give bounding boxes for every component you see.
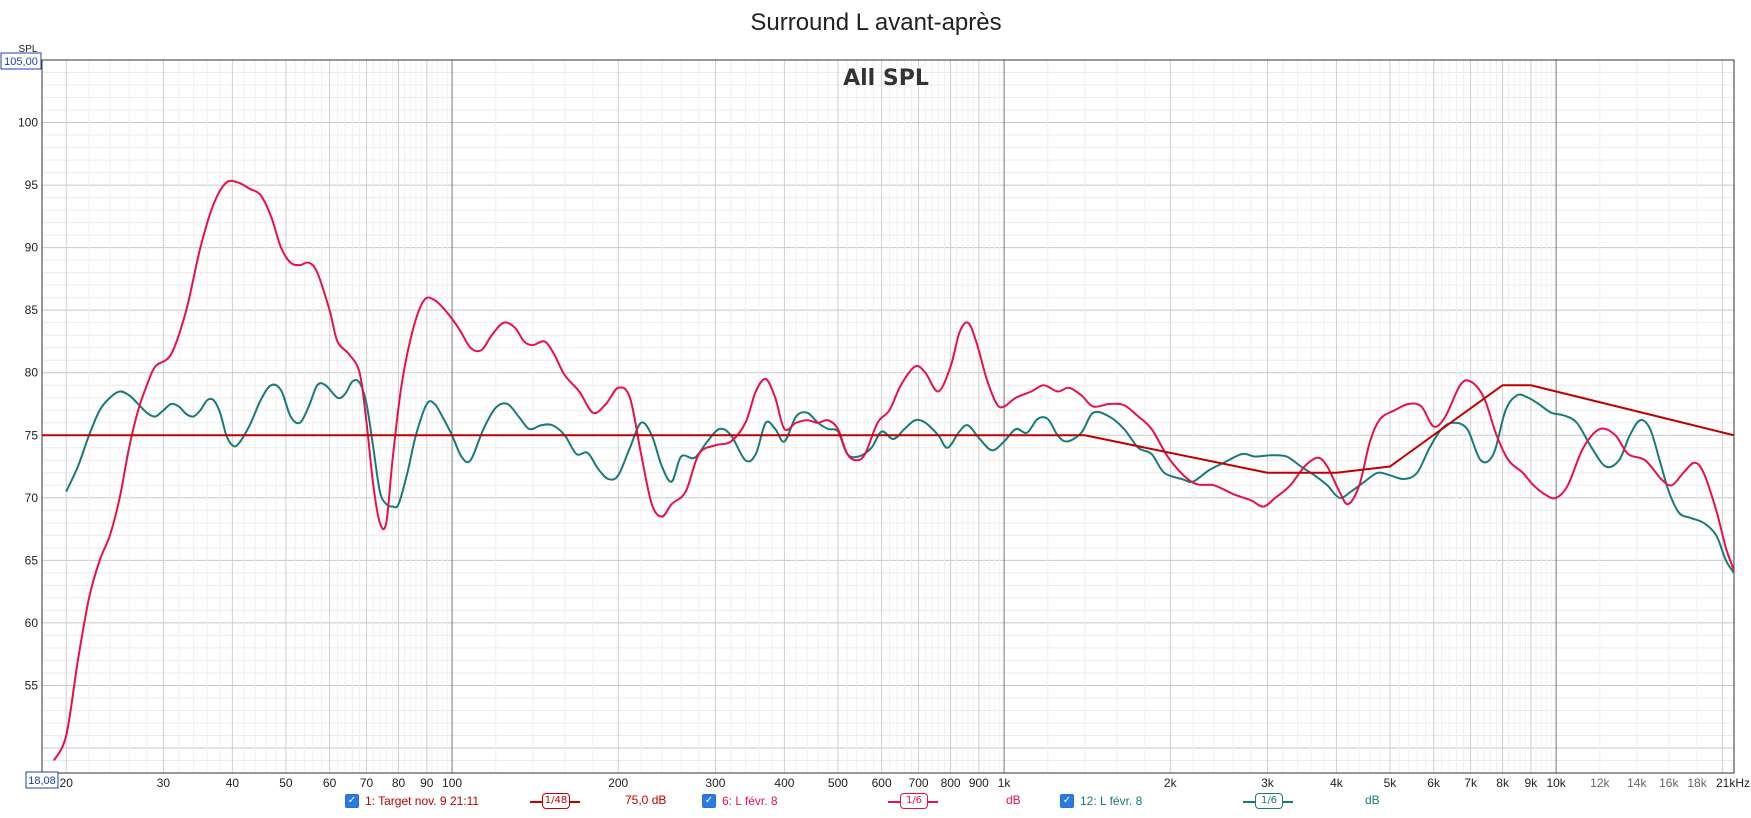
x-range-left-box[interactable]: 18,08	[25, 771, 59, 789]
legend-value-target: 75,0 dB	[625, 793, 667, 807]
x-tick-label: 70	[360, 776, 374, 790]
grid	[42, 59, 1734, 774]
chart-title: Surround L avant-après	[750, 9, 1001, 36]
spl-chart: Surround L avant-après All SPL SPL 105,0…	[0, 9, 1750, 790]
x-tick-labels: 20 30 40 50 60 70 80 90 100 200 300 400 500 600 700 800…	[60, 776, 1750, 790]
y-tick-label: 90	[25, 241, 39, 255]
smoothing-label: 1/48	[542, 793, 570, 809]
checkbox-checked-icon[interactable]: ✓	[1060, 794, 1074, 808]
y-tick-label: 65	[25, 553, 39, 567]
y-tick-label: 70	[25, 491, 39, 505]
x-tick-label: 500	[828, 776, 848, 790]
smoothing-label: 1/6	[900, 793, 928, 809]
x-tick-label: 30	[157, 776, 171, 790]
x-tick-label: 200	[608, 776, 628, 790]
y-axis-unit: SPL	[19, 44, 38, 55]
x-tick-label: 2k	[1164, 776, 1178, 790]
x-tick-label: 3k	[1261, 776, 1275, 790]
x-tick-label: 10k	[1546, 776, 1566, 790]
x-tick-label: 18k	[1687, 776, 1707, 790]
x-tick-label: 50	[279, 776, 293, 790]
checkbox-checked-icon[interactable]: ✓	[345, 794, 359, 808]
y-tick-labels: 55 60 65 70 75 80 85 90 95 100	[18, 116, 38, 693]
y-range-top-box[interactable]: 105,00	[0, 52, 42, 70]
legend-item-target[interactable]: ✓ 1: Target nov. 9 21:11	[345, 790, 479, 812]
series-layer	[42, 179, 1734, 761]
x-tick-label: 700	[909, 776, 929, 790]
x-tick-label: 1k	[998, 776, 1012, 790]
x-tick-label: 9k	[1525, 776, 1539, 790]
smoothing-badge-l-fevr-8-b[interactable]: 1/6	[1243, 791, 1293, 811]
legend-value-l-fevr-8-a: dB	[1006, 793, 1021, 807]
legend-item-l-fevr-8-a[interactable]: ✓ 6: L févr. 8	[702, 790, 778, 812]
x-tick-label: 300	[705, 776, 725, 790]
smoothing-label: 1/6	[1255, 793, 1283, 809]
x-tick-label: 90	[420, 776, 434, 790]
overlay-title: All SPL	[843, 66, 929, 91]
x-tick-label: 60	[323, 776, 337, 790]
y-tick-label: 75	[25, 428, 39, 442]
x-tick-label: 400	[774, 776, 794, 790]
legend: ✓ 1: Target nov. 9 21:11 1/48 75,0 dB ✓ …	[0, 790, 1751, 814]
plot-frame	[41, 59, 1735, 774]
legend-label: 1: Target nov. 9 21:11	[365, 794, 480, 808]
x-tick-label: 12k	[1590, 776, 1610, 790]
x-range-left-label: 18,08	[28, 775, 56, 787]
y-range-top-label: 105,00	[4, 56, 38, 68]
x-tick-label: 800	[941, 776, 961, 790]
x-tick-label: 8k	[1496, 776, 1510, 790]
legend-value-l-fevr-8-b: dB	[1365, 793, 1380, 807]
y-tick-label: 60	[25, 616, 39, 630]
y-tick-label: 80	[25, 366, 39, 380]
x-tick-label: 20	[60, 776, 74, 790]
x-tick-label: 7k	[1464, 776, 1478, 790]
x-tick-label: 4k	[1330, 776, 1344, 790]
legend-label: 12: L févr. 8	[1080, 794, 1143, 808]
y-tick-label: 100	[18, 116, 38, 130]
y-tick-label: 95	[25, 178, 39, 192]
series-line-target	[42, 384, 1734, 474]
x-tick-label: 40	[226, 776, 240, 790]
checkbox-checked-icon[interactable]: ✓	[702, 794, 716, 808]
x-tick-label: 5k	[1384, 776, 1398, 790]
x-tick-label: 100	[442, 776, 462, 790]
x-tick-label: 14k	[1627, 776, 1647, 790]
x-tick-label: 600	[872, 776, 892, 790]
series-line-1	[53, 179, 1734, 761]
smoothing-badge-l-fevr-8-a[interactable]: 1/6	[888, 791, 938, 811]
x-tick-label: 900	[969, 776, 989, 790]
y-tick-label: 55	[25, 678, 39, 692]
legend-item-l-fevr-8-b[interactable]: ✓ 12: L févr. 8	[1060, 790, 1142, 812]
legend-label: 6: L févr. 8	[722, 794, 778, 808]
x-tick-label: 21kHz	[1716, 776, 1750, 790]
y-tick-label: 85	[25, 303, 39, 317]
x-tick-label: 16k	[1659, 776, 1679, 790]
x-tick-label: 6k	[1427, 776, 1441, 790]
x-tick-label: 80	[392, 776, 406, 790]
smoothing-badge-target[interactable]: 1/48	[530, 791, 580, 811]
series-line-2	[65, 378, 1734, 574]
